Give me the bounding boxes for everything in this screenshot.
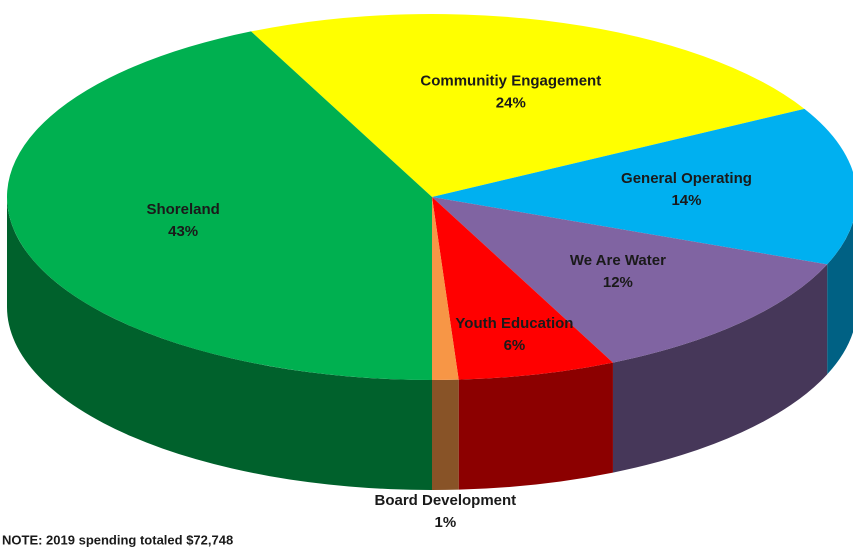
slice-value-label: 14%: [671, 192, 701, 209]
slice-side: [827, 221, 853, 375]
slice: [432, 197, 828, 363]
top-faces: [7, 14, 853, 380]
slice: [432, 197, 613, 380]
slice: [251, 14, 805, 198]
slice-value-label: 1%: [435, 514, 457, 531]
slice-side: [432, 379, 459, 490]
slice-label: Youth Education: [455, 315, 573, 332]
side-faces: [7, 197, 853, 490]
slice-label: Shoreland: [146, 201, 219, 218]
slice: [432, 197, 459, 380]
slice-value-label: 12%: [603, 274, 633, 291]
labels: Communitiy Engagement 24% General Operatin…: [146, 73, 751, 531]
slice-side: [612, 264, 828, 473]
slice-value-label: 24%: [496, 95, 526, 112]
slice-label: Communitiy Engagement: [420, 73, 601, 90]
slice-label: We Are Water: [570, 252, 666, 269]
note: NOTE: 2019 spending totaled $72,748: [2, 532, 233, 547]
slice: [7, 31, 432, 380]
slice-side: [458, 362, 613, 490]
slice: [432, 108, 853, 265]
slice-label: General Operating: [621, 170, 752, 187]
slice-side: [7, 197, 432, 490]
slice-value-label: 6%: [504, 337, 526, 354]
slice-label: Board Development: [374, 492, 516, 509]
slice-value-label: 43%: [168, 223, 198, 240]
